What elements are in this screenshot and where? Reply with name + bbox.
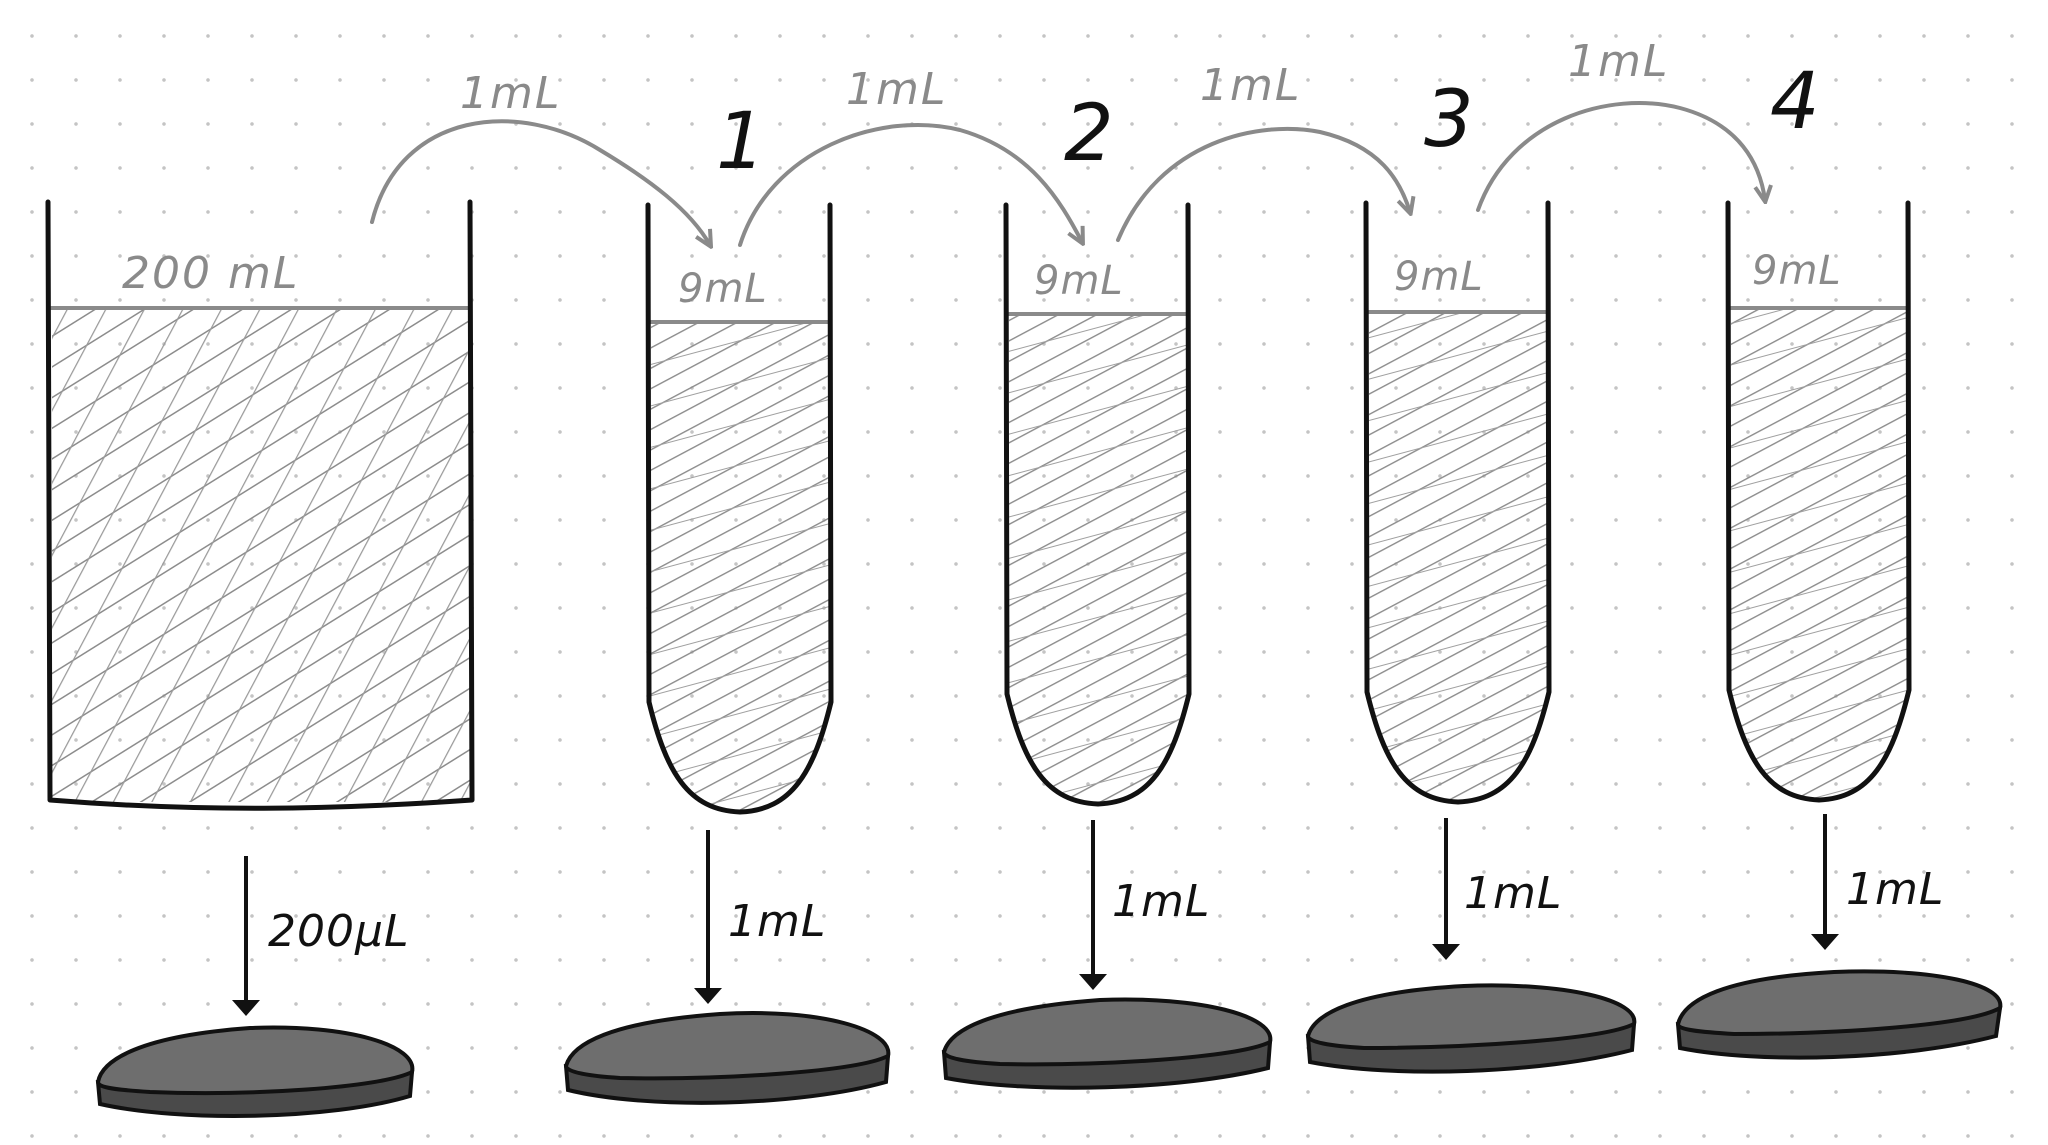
tubes-group: 9mL 1 9mL 2 9mL 3 9mL 4 (645, 57, 1912, 815)
transfer-label-4: 1mL (1568, 36, 1669, 87)
transfer-arrows: 1mL 1mL 1mL 1mL (370, 36, 1765, 245)
plating-arrow-1: 1mL (694, 830, 826, 1004)
petri-plate-0 (95, 1025, 415, 1118)
plating-arrow-0: 200µL (232, 856, 410, 1016)
transfer-arrow-4 (1476, 101, 1765, 212)
tube-4-number: 4 (1770, 57, 1820, 147)
tube-4-volume-label: 9mL (1752, 248, 1842, 294)
plating-label-4: 1mL (1846, 864, 1944, 915)
tube-1-outline (645, 202, 834, 815)
plating-arrow-3: 1mL (1432, 818, 1562, 960)
beaker-volume-label: 200 mL (122, 248, 299, 299)
beaker: 200 mL (45, 199, 475, 811)
transfer-arrow-2 (738, 122, 1082, 245)
tube-2-outline (1003, 202, 1192, 807)
petri-plate-3 (1305, 983, 1637, 1074)
plating-label-1: 1mL (728, 896, 826, 947)
tube-1: 9mL 1 (645, 97, 834, 815)
plating-label-0: 200µL (268, 906, 410, 957)
petri-plate-1 (563, 1011, 891, 1105)
petri-plate-2 (941, 997, 1273, 1090)
tube-4-outline (1725, 200, 1912, 803)
tube-2-volume-label: 9mL (1034, 258, 1124, 304)
petri-plate-4 (1675, 969, 2003, 1060)
plating-arrows: 200µL 1mL 1mL 1mL 1mL (232, 814, 1944, 1016)
tube-3-number: 3 (1424, 75, 1474, 165)
tube-4: 9mL 4 (1725, 57, 1912, 803)
beaker-outline (45, 199, 475, 811)
transfer-arrow-3 (1116, 126, 1410, 242)
transfer-label-2: 1mL (846, 64, 947, 115)
transfer-label-1: 1mL (460, 68, 561, 119)
transfer-label-3: 1mL (1200, 60, 1301, 111)
plating-arrow-2: 1mL (1079, 820, 1210, 990)
tube-1-number: 1 (716, 97, 766, 187)
plating-label-2: 1mL (1112, 876, 1210, 927)
tube-3-outline (1363, 200, 1552, 805)
plates (95, 969, 2003, 1118)
transfer-arrow-1 (370, 119, 710, 245)
tube-2-number: 2 (1064, 89, 1114, 179)
tube-2: 9mL 2 (1003, 89, 1192, 807)
plating-arrow-4: 1mL (1811, 814, 1944, 950)
tube-1-volume-label: 9mL (678, 266, 768, 312)
plating-label-3: 1mL (1464, 868, 1562, 919)
tube-3-volume-label: 9mL (1394, 254, 1484, 300)
tube-3: 9mL 3 (1363, 75, 1552, 805)
